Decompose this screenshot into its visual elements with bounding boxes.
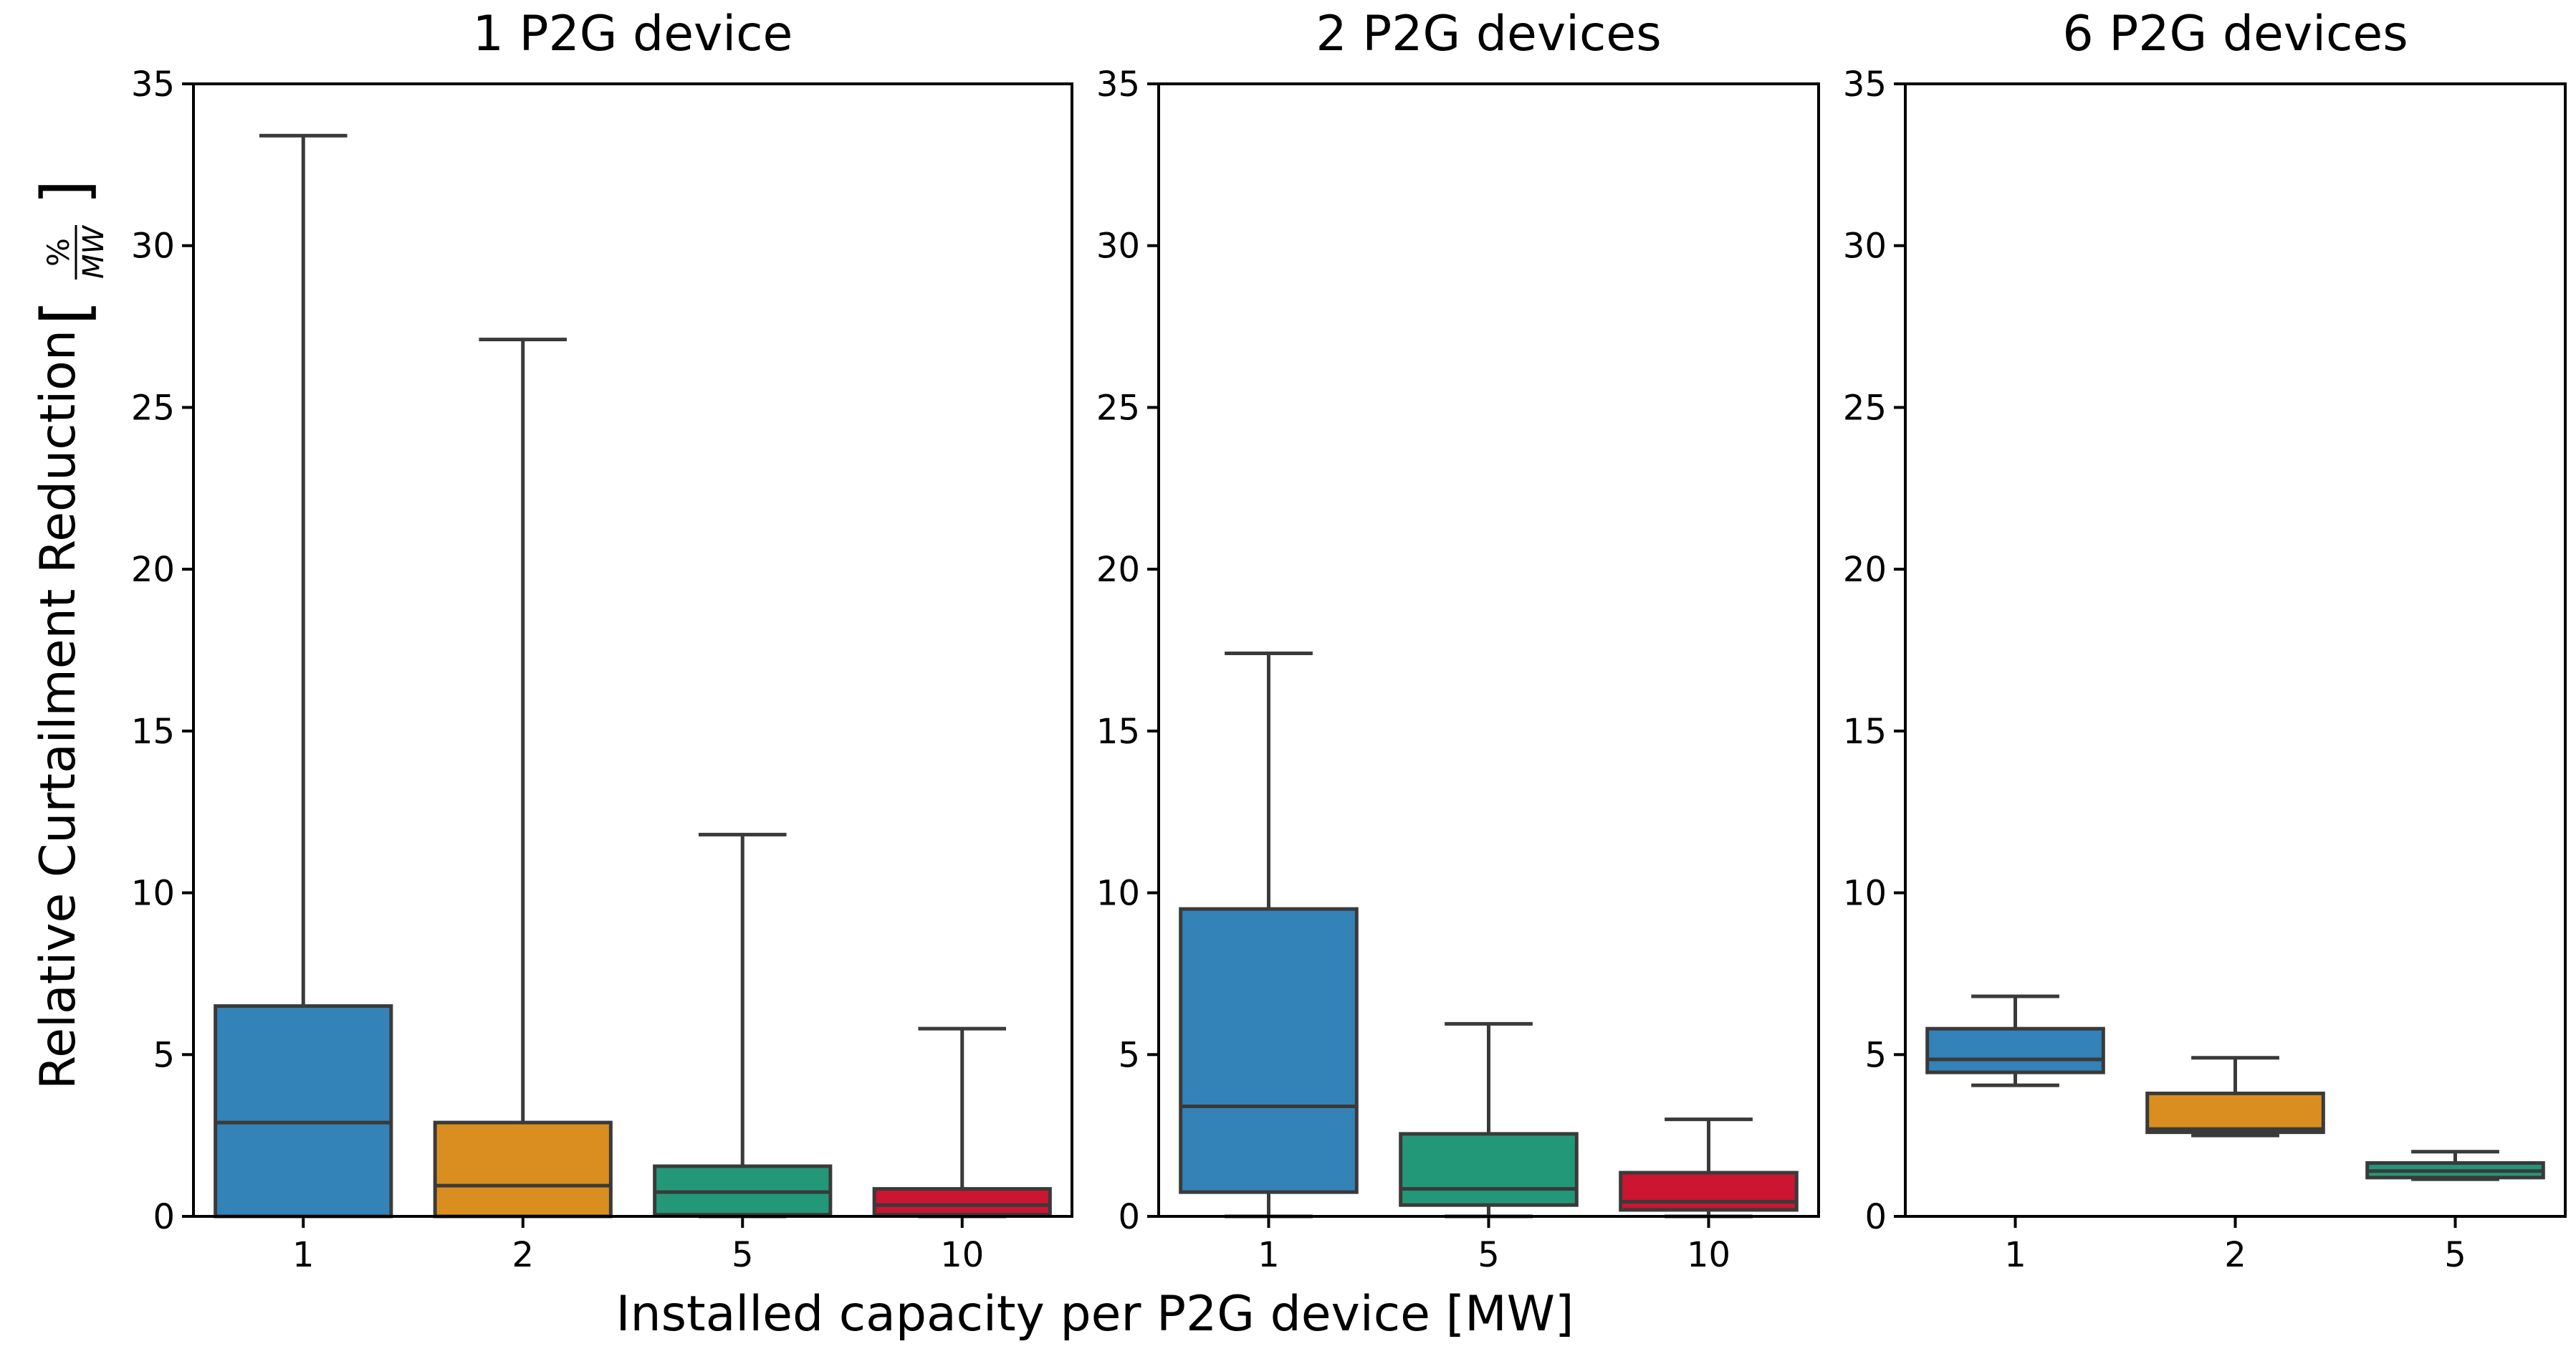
y-tick-label: 0 (153, 1197, 175, 1237)
panel-title: 2 P2G devices (1316, 6, 1661, 62)
x-tick-label: 1 (1258, 1235, 1280, 1275)
x-tick-label: 1 (2004, 1235, 2026, 1275)
y-tick-label: 0 (1118, 1197, 1140, 1237)
y-tick-label: 10 (131, 874, 175, 914)
y-tick-label: 20 (1096, 550, 1140, 590)
y-axis-unit-bracket-left: [ (28, 300, 103, 325)
y-tick-label: 35 (1843, 65, 1887, 105)
box-5 (1399, 1021, 1579, 1219)
y-tick-label: 20 (1843, 550, 1887, 590)
y-tick-label: 35 (1096, 65, 1140, 105)
box-2 (433, 338, 613, 1219)
panel-title: 1 P2G device (473, 6, 793, 62)
box-body (872, 1187, 1052, 1217)
box-body (1399, 1132, 1579, 1207)
x-tick-label: 2 (2224, 1235, 2246, 1275)
y-tick-label: 0 (1864, 1197, 1887, 1237)
panel-frame (1904, 82, 2567, 1218)
y-tick-label: 10 (1843, 874, 1887, 914)
box-1 (1179, 652, 1359, 1219)
y-tick-label: 5 (1118, 1035, 1140, 1075)
box-body (214, 1004, 393, 1219)
x-tick-label: 5 (732, 1235, 754, 1275)
box-body (1179, 907, 1359, 1194)
y-tick-label: 30 (1843, 227, 1887, 267)
y-axis-unit-numerator: % (41, 238, 76, 267)
box-body (433, 1120, 613, 1219)
y-tick-label: 5 (1864, 1035, 1887, 1075)
y-tick-label: 30 (1096, 227, 1140, 267)
y-tick-label: 10 (1096, 874, 1140, 914)
box-10 (1619, 1117, 1799, 1219)
box-1 (1925, 994, 2105, 1087)
x-tick-label: 10 (1687, 1235, 1730, 1275)
box-5 (653, 832, 833, 1219)
y-tick-label: 25 (131, 388, 175, 428)
y-axis-unit-denominator: MW (77, 225, 110, 280)
y-axis-unit-bracket-right: ] (28, 179, 103, 204)
panel-frame (1157, 82, 1820, 1218)
box-body (1925, 1026, 2105, 1074)
box-1 (214, 133, 393, 1219)
y-tick-label: 15 (131, 712, 175, 752)
x-tick-label: 10 (940, 1235, 984, 1275)
panel-frame (192, 82, 1073, 1218)
panel-title: 6 P2G devices (2062, 6, 2408, 62)
x-axis-title: Installed capacity per P2G device [MW] (616, 1286, 1574, 1343)
x-tick-label: 1 (292, 1235, 315, 1275)
y-tick-label: 5 (153, 1035, 175, 1075)
y-tick-label: 20 (131, 550, 175, 590)
x-tick-label: 2 (512, 1235, 534, 1275)
y-tick-label: 30 (131, 227, 175, 267)
x-tick-label: 5 (2444, 1235, 2466, 1275)
box-body (1619, 1171, 1799, 1212)
y-tick-label: 35 (131, 65, 175, 105)
x-tick-label: 5 (1478, 1235, 1500, 1275)
y-axis-title: Relative Curtailment Reduction (30, 330, 87, 1090)
y-tick-label: 25 (1096, 388, 1140, 428)
y-axis-unit: [ % MW ] (28, 179, 110, 325)
box-10 (872, 1026, 1052, 1219)
y-tick-label: 25 (1843, 388, 1887, 428)
box-5 (2365, 1150, 2545, 1181)
box-body (2145, 1091, 2325, 1135)
box-2 (2145, 1056, 2325, 1138)
y-tick-label: 15 (1843, 712, 1887, 752)
y-tick-label: 15 (1096, 712, 1140, 752)
